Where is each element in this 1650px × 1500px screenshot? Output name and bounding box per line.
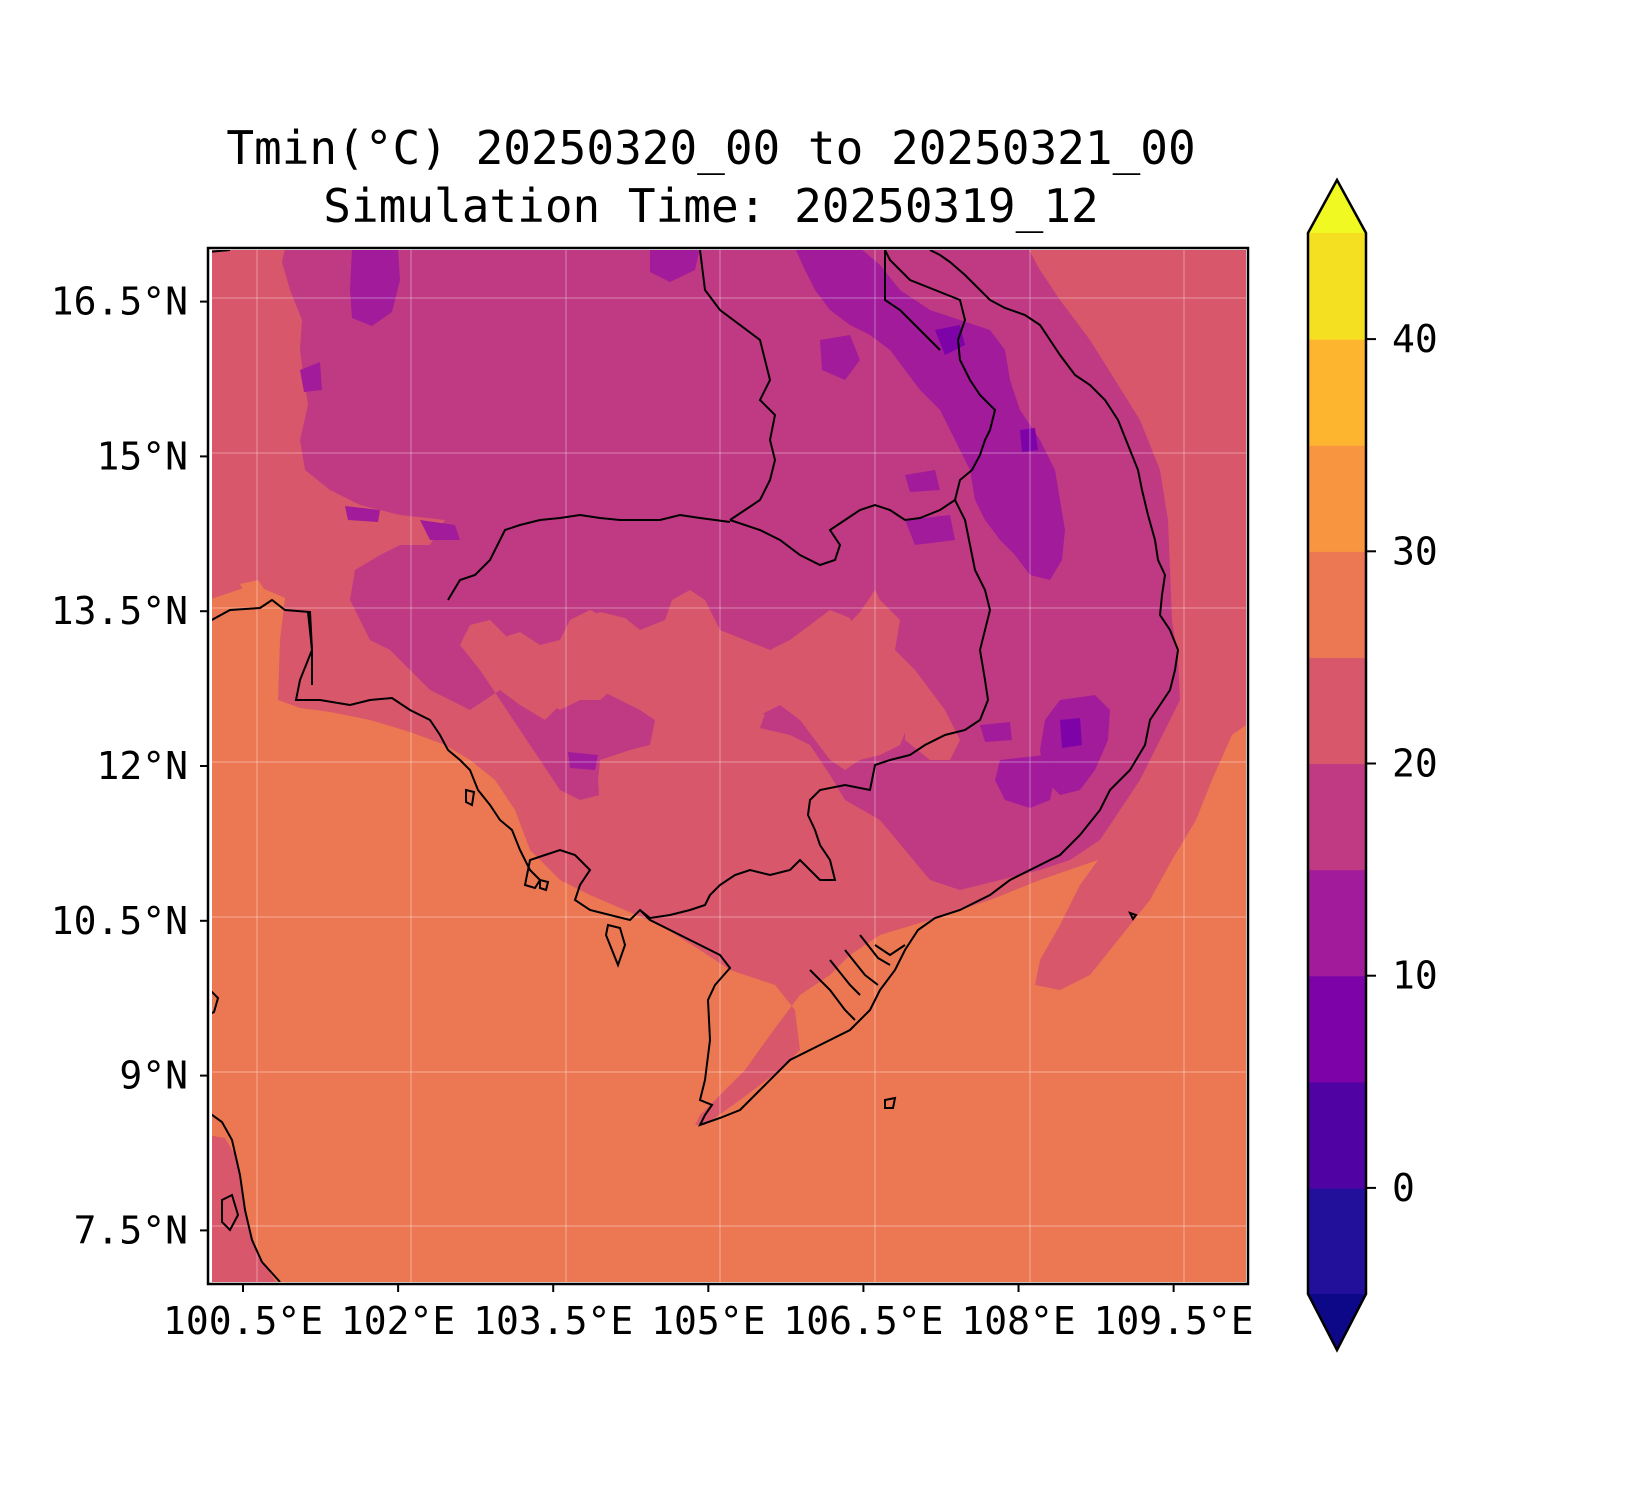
map-gridlines (212, 250, 1246, 1282)
coastline-malay-peninsula (212, 990, 281, 1282)
island-phu-quoc (604, 923, 627, 968)
colorbar-segment (1308, 657, 1366, 765)
colorbar-tick-label: 0 (1392, 1166, 1415, 1210)
mekong-delta-channels (809, 934, 906, 1021)
colorbar-segment (1308, 763, 1366, 871)
lon-tick-label: 109.5°E (1094, 1299, 1254, 1343)
colorbar-tick-label: 20 (1392, 742, 1438, 786)
island-small-gulf (465, 788, 1138, 921)
temperature-band-5-10 (935, 325, 1082, 748)
lat-tick-label: 9°N (119, 1054, 188, 1098)
colorbar-tick-label: 40 (1392, 317, 1438, 361)
coastline-gulf-of-thailand (212, 250, 1180, 1127)
lon-tick-label: 105°E (651, 1299, 765, 1343)
colorbar-segment (1308, 975, 1366, 1083)
colorbar-segment (1308, 233, 1366, 340)
colorbar-outline (1306, 177, 1368, 1353)
lat-tick-label: 13.5°N (51, 589, 188, 633)
map-title-line1: Tmin(°C) 20250320_00 to 20250321_00 (226, 121, 1195, 175)
lon-tick-label: 103.5°E (473, 1299, 633, 1343)
map-area (212, 250, 1246, 1282)
coastlines-and-borders (212, 250, 1180, 1282)
temperature-band-25-30-patch (240, 580, 266, 598)
border-cambodia-vietnam (639, 499, 992, 920)
island-con-dao (884, 1096, 897, 1109)
lat-tick-label: 10.5°N (51, 899, 188, 943)
temperature-band-20-25-lowland (495, 590, 910, 770)
colorbar-tick-label: 10 (1392, 954, 1438, 998)
temperature-band-10-15 (300, 250, 1110, 808)
lat-tick-label: 12°N (96, 744, 188, 788)
latitude-tick-labels: 16.5°N 15°N 13.5°N 12°N 10.5°N 9°N 7.5°N (51, 280, 208, 1252)
colorbar-segment (1308, 869, 1366, 977)
border-laos-thailand (699, 250, 777, 521)
lon-tick-label: 100.5°E (163, 1299, 323, 1343)
lon-tick-label: 106.5°E (783, 1299, 943, 1343)
colorbar-extend-over (1308, 180, 1366, 233)
border-thailand-laos-north (212, 250, 231, 253)
longitude-tick-labels: 100.5°E 102°E 103.5°E 105°E 106.5°E 108°E 109.… (163, 1284, 1254, 1343)
colorbar-segment (1308, 445, 1366, 552)
colorbar-segment (1308, 1081, 1366, 1189)
border-thailand-cambodia (307, 513, 731, 685)
temperature-band-25-30-coast (212, 588, 285, 716)
colorbar (1306, 177, 1368, 1353)
lat-tick-label: 7.5°N (74, 1208, 188, 1252)
lon-tick-label: 102°E (341, 1299, 455, 1343)
colorbar-extend-under (1308, 1294, 1366, 1350)
colorbar-tick-labels: 0 10 20 30 40 (1366, 317, 1438, 1210)
colorbar-tick-label: 30 (1392, 529, 1438, 573)
colorbar-segment (1308, 339, 1366, 446)
colorbar-segment (1308, 551, 1366, 658)
border-laos-cambodia (729, 250, 997, 567)
colorbar-segment (1308, 1187, 1366, 1295)
temperature-band-20-25-south (598, 750, 915, 940)
lon-tick-label: 108°E (961, 1299, 1075, 1343)
map-title-line2: Simulation Time: 20250319_12 (323, 179, 1098, 233)
lat-tick-label: 16.5°N (51, 280, 188, 324)
lat-tick-label: 15°N (96, 434, 188, 478)
border-laos-vietnam-north (884, 250, 941, 351)
